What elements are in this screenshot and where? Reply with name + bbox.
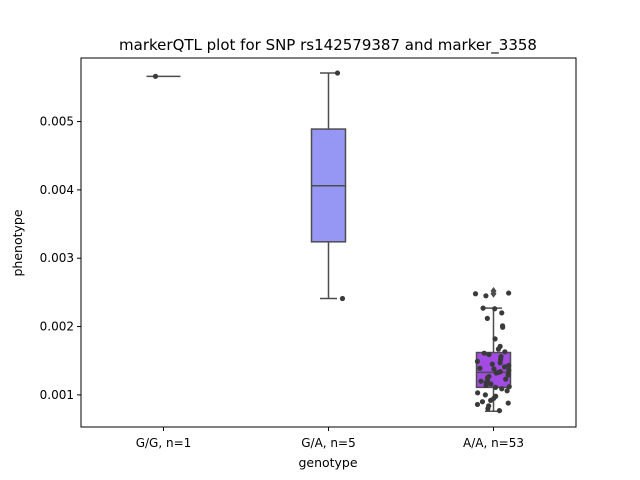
axes: 0.001 0.002 0.003 0.004 0.005 G/G, n=1 G/A, n=… — [40, 115, 524, 450]
data-point — [501, 364, 508, 370]
data-point — [485, 405, 491, 412]
chart-title: markerQTL plot for SNP rs142579387 and m… — [119, 36, 537, 55]
data-point — [483, 293, 489, 299]
data-point — [480, 305, 486, 311]
data-point — [505, 400, 511, 406]
data-point — [475, 390, 481, 396]
data-point — [493, 370, 499, 376]
data-point — [479, 399, 486, 405]
outlier-marker — [490, 287, 497, 296]
x-tick-label: G/A, n=5 — [301, 436, 355, 450]
data-point — [339, 295, 346, 302]
data-point — [334, 70, 341, 76]
data-point — [505, 372, 511, 378]
y-tick-label: 0.005 — [40, 115, 74, 129]
data-point — [482, 392, 488, 398]
data-point — [152, 73, 159, 79]
x-axis-label: genotype — [298, 455, 357, 470]
data-point — [496, 408, 503, 414]
data-point — [500, 324, 506, 330]
data-point — [506, 384, 512, 390]
data-point — [489, 361, 495, 367]
data-point — [488, 397, 494, 403]
x-tick-label: G/G, n=1 — [136, 436, 192, 450]
data-point — [474, 401, 481, 408]
data-point — [506, 362, 512, 369]
data-point — [481, 350, 487, 356]
data-point — [492, 306, 498, 312]
x-tick-label: A/A, n=53 — [463, 436, 524, 450]
data-point — [484, 315, 490, 321]
data-point — [499, 310, 505, 316]
data-point — [483, 382, 489, 388]
data-point — [488, 381, 494, 387]
data-point — [474, 358, 481, 364]
boxplot-1 — [310, 72, 347, 300]
data-point — [491, 366, 497, 372]
data-point — [477, 365, 483, 371]
data-point — [506, 367, 512, 373]
data-point — [472, 291, 479, 297]
data-point — [504, 388, 510, 394]
y-tick-label: 0.004 — [40, 183, 74, 197]
boxplot-2 — [475, 287, 512, 413]
y-tick-label: 0.003 — [40, 251, 74, 265]
data-point — [502, 349, 508, 355]
data-point — [499, 386, 505, 392]
data-point — [492, 336, 498, 342]
data-point — [506, 290, 512, 296]
data-point — [492, 384, 499, 390]
y-tick-label: 0.002 — [40, 320, 74, 334]
data-point — [503, 376, 509, 382]
data-point — [478, 378, 484, 384]
plot-area — [146, 70, 512, 414]
data-point — [497, 360, 503, 366]
data-point — [486, 351, 492, 358]
y-tick-label: 0.001 — [40, 388, 74, 402]
y-axis-label: phenotype — [10, 209, 25, 276]
data-point — [495, 346, 501, 352]
